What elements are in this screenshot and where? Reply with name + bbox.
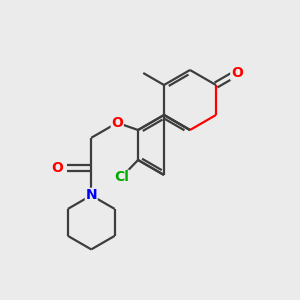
Text: O: O [231, 66, 243, 80]
Text: N: N [85, 188, 97, 203]
Text: O: O [111, 116, 123, 130]
Text: Cl: Cl [114, 170, 129, 184]
Text: O: O [51, 161, 63, 175]
